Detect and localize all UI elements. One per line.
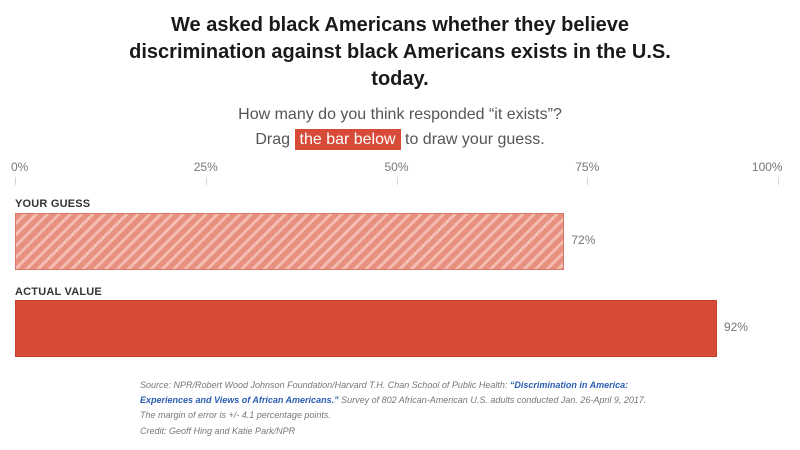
source-suffix: Survey of 802 African-American U.S. adul…: [140, 395, 647, 420]
prompt-after-text: to draw your guess.: [405, 131, 545, 148]
prompt-question: How many do you think responded “it exis…: [238, 106, 562, 123]
prompt: How many do you think responded “it exis…: [100, 102, 700, 152]
source-link[interactable]: “Discrimination in America: Experiences …: [140, 380, 629, 405]
x-tick-label: 50%: [384, 160, 409, 174]
x-axis: 0% 25% 50% 75% 100%: [0, 160, 800, 190]
x-tick-label: 75%: [575, 160, 600, 174]
prompt-drag-text: Drag: [255, 131, 291, 148]
actual-bar: [15, 300, 717, 357]
prompt-highlight: the bar below: [294, 129, 401, 150]
x-gridline: [587, 177, 589, 185]
x-tick-label: 0%: [11, 160, 29, 174]
x-gridline: [396, 177, 398, 185]
credit: Credit: Geoff Hing and Katie Park/NPR: [140, 426, 296, 436]
guess-bar[interactable]: [15, 213, 565, 270]
x-gridline: [15, 177, 16, 185]
guess-value-label: 72%: [571, 233, 596, 247]
source-prefix: Source: NPR/Robert Wood Johnson Foundati…: [140, 380, 508, 390]
actual-label: ACTUAL VALUE: [15, 286, 102, 298]
x-gridline: [205, 177, 207, 185]
chart-title: We asked black Americans whether they be…: [129, 14, 671, 90]
source-note: Source: NPR/Robert Wood Johnson Foundati…: [140, 378, 660, 423]
prompt-instruction: Drag the bar below to draw your guess.: [100, 127, 700, 152]
x-gridline: [778, 177, 779, 185]
x-tick-label: 25%: [193, 160, 218, 174]
actual-value-label: 92%: [723, 320, 748, 334]
guess-label: YOUR GUESS: [15, 198, 91, 210]
x-tick-label: 100%: [751, 160, 783, 174]
